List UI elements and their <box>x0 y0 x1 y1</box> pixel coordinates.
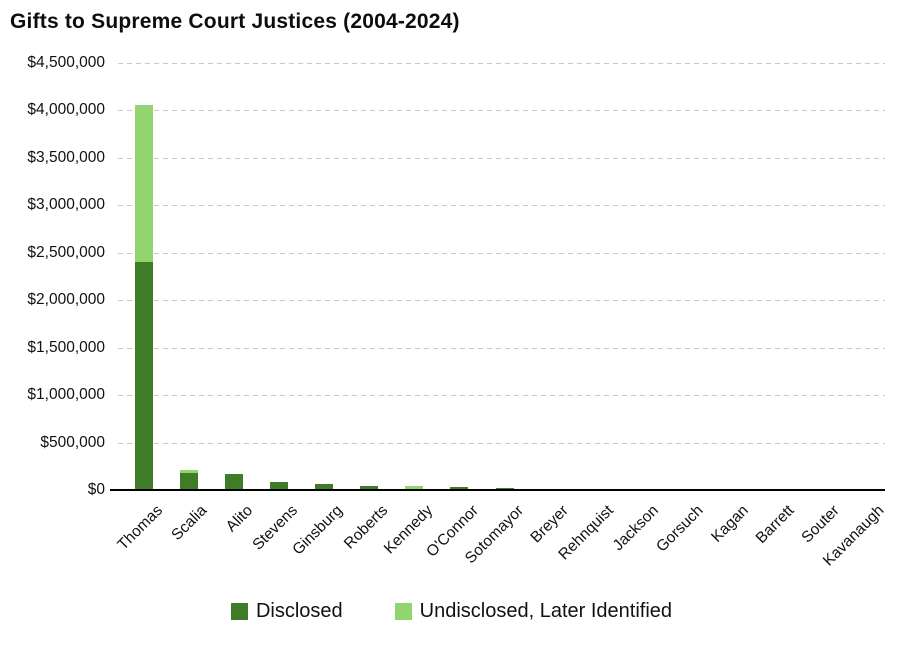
x-axis-tick-label: Alito <box>222 502 256 536</box>
x-axis-tick-label: Thomas <box>113 502 166 554</box>
bar-oconnor <box>450 487 468 490</box>
y-axis-tick-label: $500,000 <box>40 433 105 451</box>
x-axis-tick-label: Jackson <box>609 502 662 555</box>
legend-item: Undisclosed, Later Identified <box>394 600 673 623</box>
y-axis-tick-label: $4,500,000 <box>27 54 105 71</box>
bar-stevens <box>270 482 288 490</box>
legend-label: Undisclosed, Later Identified <box>419 600 673 622</box>
chart-title: Gifts to Supreme Court Justices (2004-20… <box>10 10 460 33</box>
bar-segment-disclosed <box>450 487 468 490</box>
bar-ginsburg <box>315 484 333 490</box>
gridline <box>118 395 885 397</box>
gridline <box>118 63 885 64</box>
x-axis-line <box>110 489 885 491</box>
x-axis-tick-label: Barrett <box>752 502 798 547</box>
bar-segment-disclosed <box>180 473 198 490</box>
x-axis-tick-label: Kagan <box>708 502 753 546</box>
gridline <box>118 252 885 254</box>
bar-segment-disclosed <box>270 482 288 490</box>
legend-label: Disclosed <box>255 600 343 622</box>
y-axis-tick-label: $3,500,000 <box>27 148 105 166</box>
y-axis-tick-label: $3,000,000 <box>27 196 105 214</box>
y-axis-tick-label: $2,000,000 <box>27 291 105 309</box>
bar-segment-disclosed <box>315 484 333 490</box>
bar-segment-disclosed <box>360 486 378 490</box>
gridline <box>118 205 885 207</box>
bar-kennedy <box>405 486 423 490</box>
legend: Disclosed Undisclosed, Later Identified <box>0 600 903 623</box>
y-axis-tick-label: $4,000,000 <box>27 101 105 119</box>
bar-segment-undisclosed <box>405 486 423 490</box>
x-axis-tick-label: Scalia <box>168 502 211 544</box>
x-axis-tick-label: Gorsuch <box>653 502 708 556</box>
y-axis-tick-label: $2,500,000 <box>27 243 105 261</box>
bar-alito <box>225 474 243 490</box>
bar-segment-disclosed <box>135 262 153 490</box>
legend-item: Disclosed <box>230 600 343 623</box>
gridline <box>118 300 885 302</box>
legend-swatch-icon <box>230 603 248 620</box>
bar-roberts <box>360 486 378 490</box>
y-axis-tick-label: $1,000,000 <box>27 386 105 404</box>
y-axis-tick-label: $1,500,000 <box>27 338 105 356</box>
bar-scalia <box>180 470 198 490</box>
bar-segment-disclosed <box>225 474 243 490</box>
bar-thomas <box>135 105 153 490</box>
y-axis-tick-label: $0 <box>87 481 105 498</box>
bar-segment-undisclosed <box>180 470 198 473</box>
gridline <box>118 157 885 159</box>
legend-swatch-icon <box>394 603 412 620</box>
bar-segment-undisclosed <box>135 105 153 262</box>
gridline <box>118 347 885 349</box>
gridline <box>118 442 885 444</box>
gridline <box>118 110 885 112</box>
